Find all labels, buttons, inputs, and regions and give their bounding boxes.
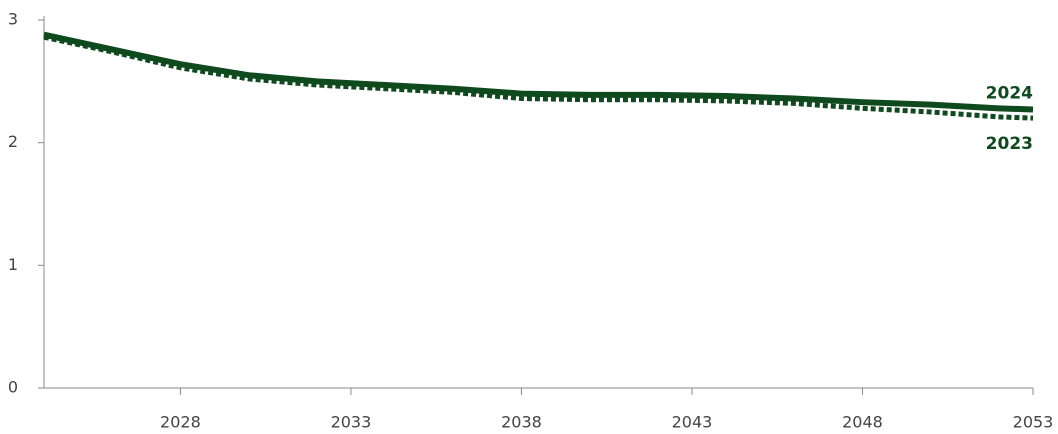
y-tick-label: 1 [8, 255, 18, 274]
series-line [43, 34, 1034, 121]
series-line [43, 31, 1034, 113]
y-tick-label: 2 [8, 132, 18, 151]
x-tick-label: 2048 [842, 413, 883, 432]
x-tick-label: 2038 [501, 413, 542, 432]
series-end-label: 2023 [986, 134, 1033, 154]
y-tick-label: 3 [8, 10, 18, 29]
x-tick-label: 2033 [331, 413, 372, 432]
y-tick-label: 0 [8, 378, 18, 397]
x-tick-label: 2028 [160, 413, 201, 432]
x-tick-label: 2043 [672, 413, 713, 432]
series-end-label: 2024 [986, 84, 1033, 104]
x-tick-label: 2053 [1013, 413, 1054, 432]
